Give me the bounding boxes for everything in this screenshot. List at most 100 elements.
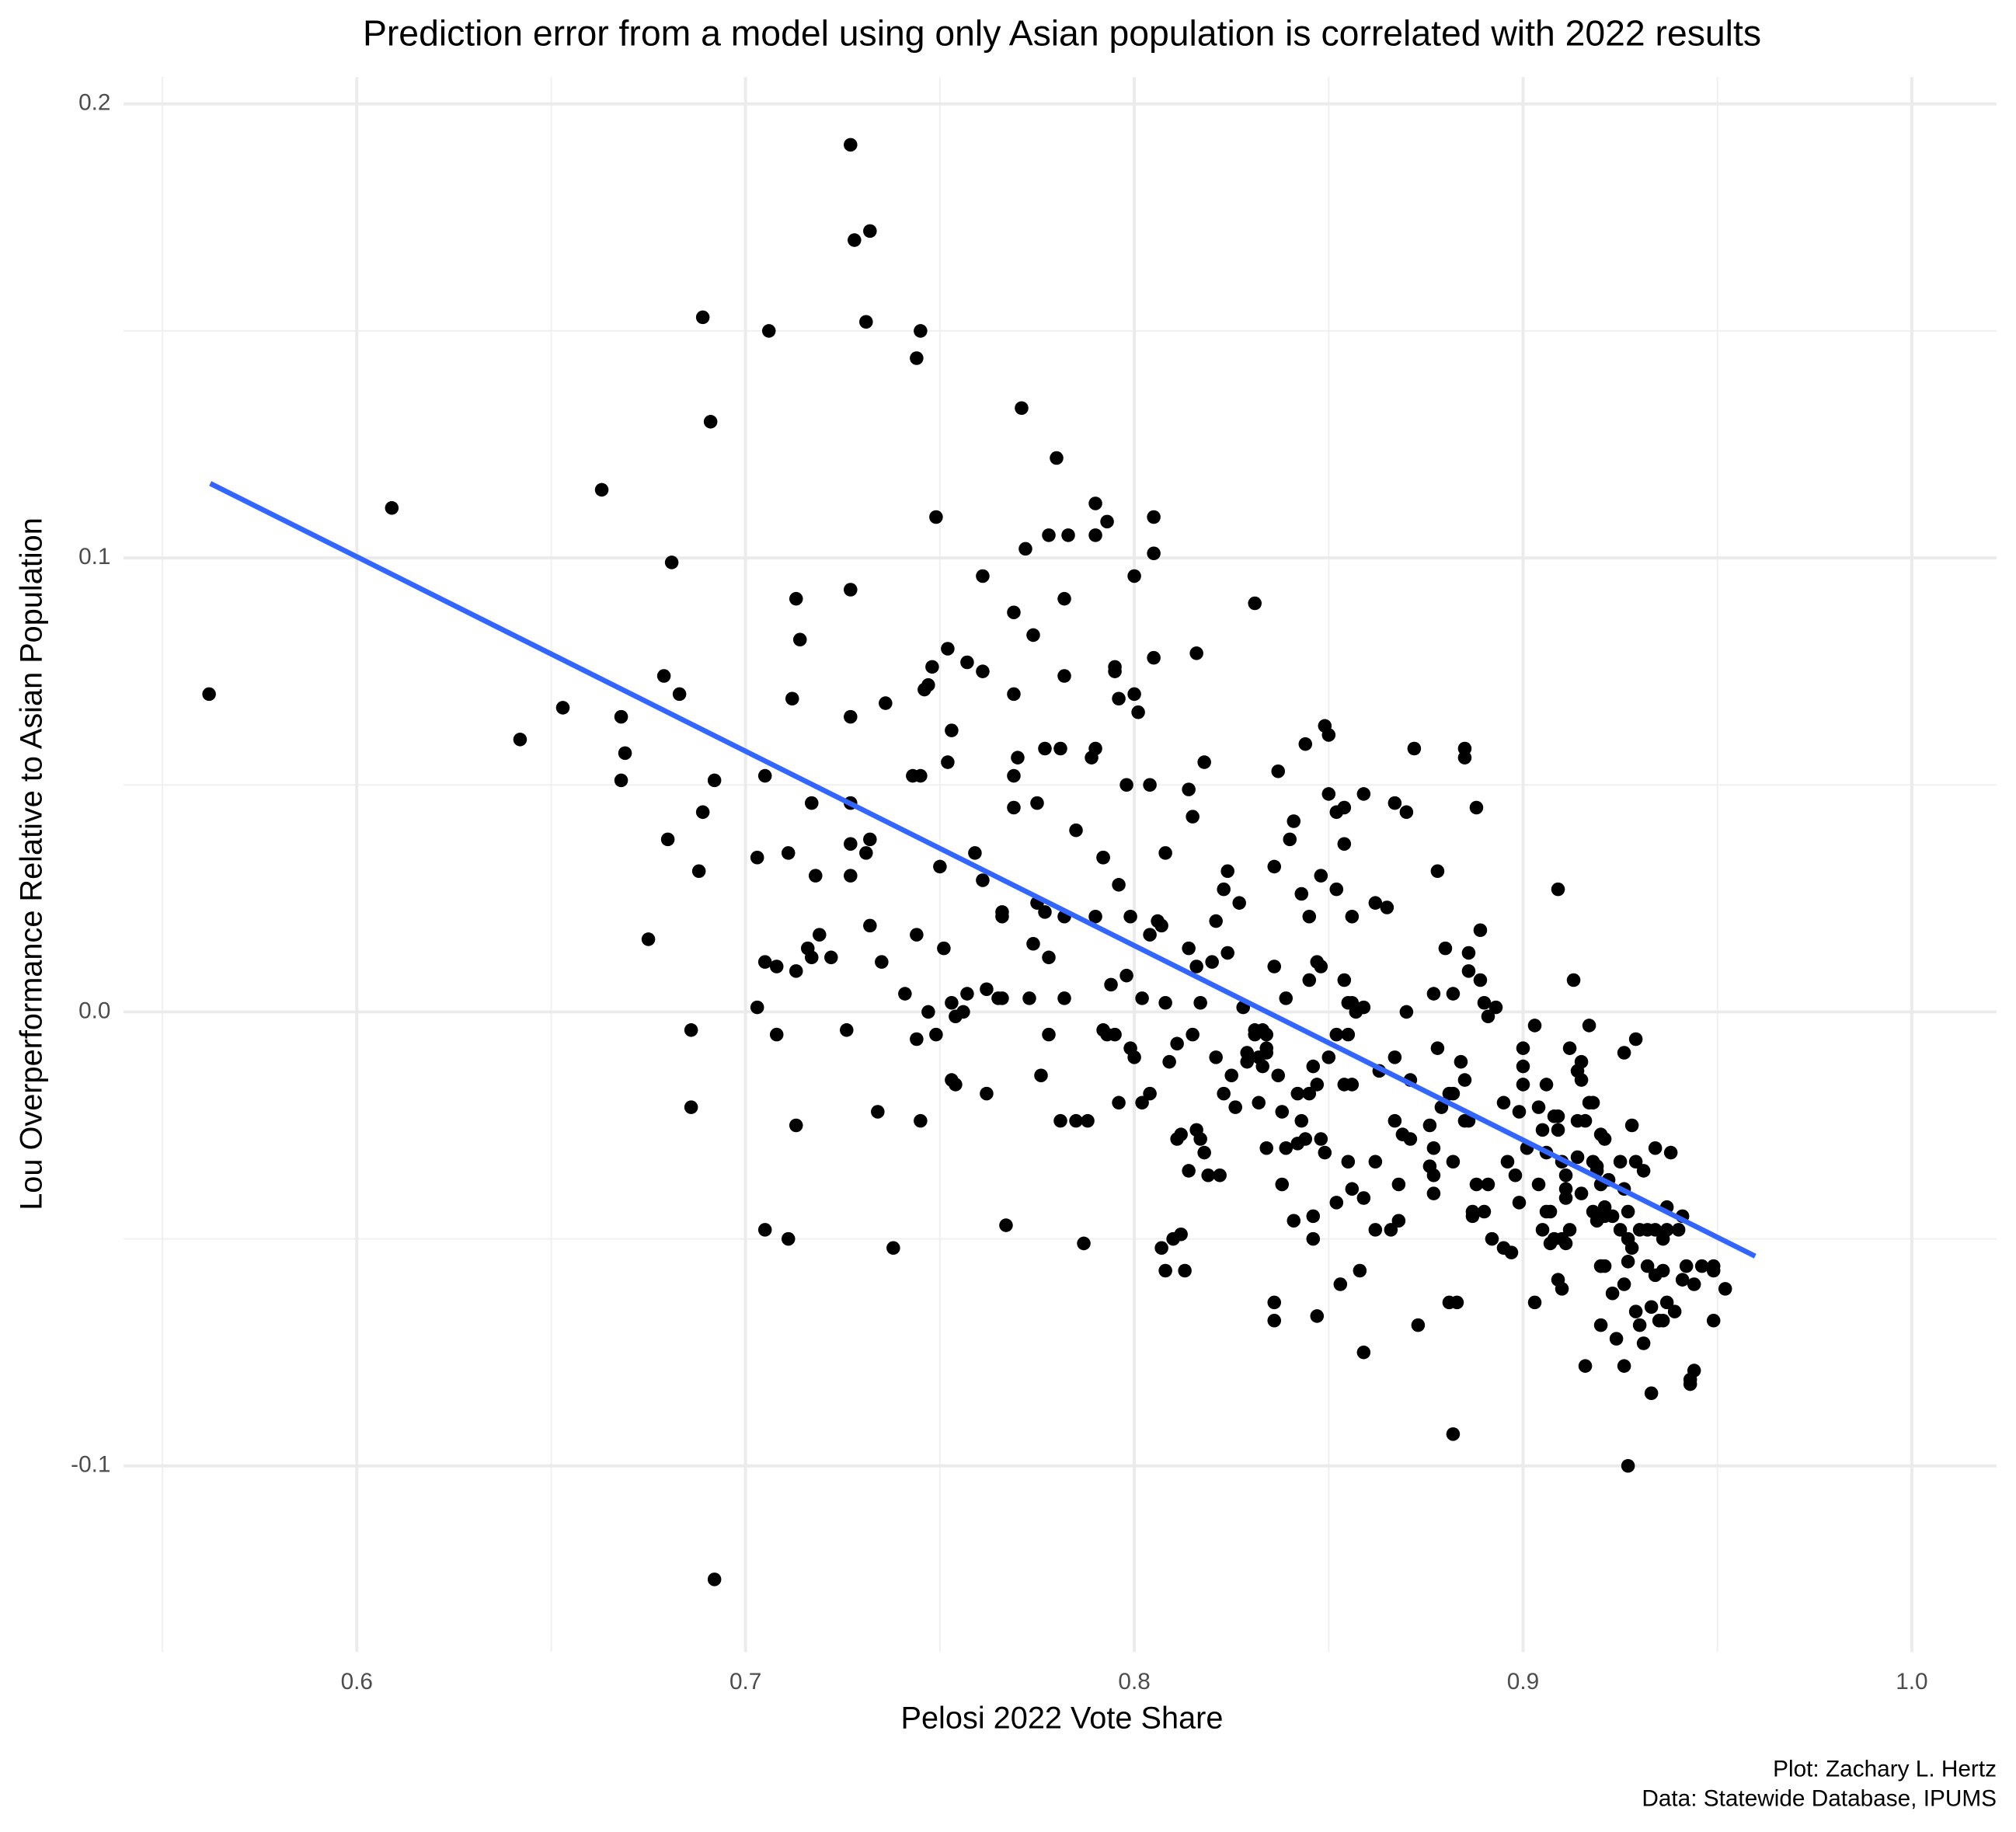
points: [202, 138, 1732, 1586]
point: [1170, 1036, 1184, 1051]
point: [1337, 973, 1352, 987]
point: [1562, 1223, 1577, 1237]
point: [1671, 1223, 1686, 1237]
point: [1314, 869, 1328, 883]
point: [863, 832, 877, 847]
point: [1053, 1113, 1067, 1128]
point: [1434, 1100, 1449, 1114]
point: [1446, 987, 1461, 1001]
point: [1189, 960, 1203, 973]
point: [1426, 987, 1441, 1001]
point: [1042, 1027, 1056, 1042]
point: [1407, 741, 1422, 756]
point: [1108, 664, 1122, 678]
point: [1516, 1078, 1530, 1092]
point: [789, 591, 803, 606]
point: [1558, 1169, 1573, 1182]
point: [1551, 1109, 1565, 1123]
point: [1391, 1177, 1406, 1192]
point: [1461, 1113, 1476, 1128]
point: [910, 1032, 924, 1047]
point: [1147, 546, 1161, 561]
point: [1551, 882, 1565, 897]
point: [513, 733, 528, 747]
point: [1582, 1019, 1596, 1033]
point: [1659, 1223, 1674, 1237]
point: [1628, 1032, 1643, 1047]
point: [1718, 1282, 1732, 1296]
point: [1053, 741, 1067, 756]
point: [1015, 401, 1029, 416]
point: [1112, 1095, 1126, 1110]
point: [1271, 1068, 1286, 1083]
point: [1186, 1027, 1200, 1042]
point: [995, 991, 1009, 1005]
point: [1022, 991, 1036, 1005]
point: [1628, 1304, 1643, 1318]
point: [1174, 1227, 1188, 1242]
point: [1621, 1255, 1635, 1269]
point: [1675, 1273, 1690, 1287]
point: [695, 310, 710, 325]
point: [859, 315, 873, 329]
point: [1182, 1164, 1196, 1178]
point: [1228, 1100, 1242, 1114]
point: [757, 768, 772, 783]
point: [1644, 1386, 1659, 1401]
point: [761, 324, 776, 338]
point: [1209, 1050, 1223, 1064]
point: [808, 869, 823, 883]
y-tick-label: 0.2: [78, 90, 110, 116]
point: [1341, 1027, 1356, 1042]
point: [1613, 1155, 1628, 1169]
point: [1461, 946, 1476, 960]
point: [1438, 941, 1453, 956]
point: [703, 415, 718, 429]
point: [956, 1005, 970, 1019]
point: [1314, 960, 1328, 973]
point: [1473, 923, 1488, 938]
point: [976, 664, 990, 678]
point: [1426, 1186, 1441, 1200]
point: [1057, 591, 1071, 606]
x-tick-label: 0.6: [341, 1669, 373, 1694]
point: [1158, 1263, 1172, 1278]
point: [707, 1573, 722, 1586]
point: [863, 918, 877, 933]
point: [1663, 1145, 1678, 1160]
point: [757, 955, 772, 969]
point: [1617, 1277, 1631, 1291]
point: [1318, 1145, 1332, 1160]
point: [1644, 1300, 1659, 1315]
point: [1659, 1295, 1674, 1310]
point: [1624, 1118, 1639, 1133]
point: [555, 701, 570, 715]
point: [1178, 1263, 1192, 1278]
point: [1127, 1050, 1141, 1064]
point: [1034, 1068, 1048, 1083]
point: [1706, 1263, 1721, 1278]
point: [1446, 1155, 1461, 1169]
point: [1454, 1054, 1468, 1069]
point: [1617, 1046, 1631, 1060]
point: [976, 569, 990, 583]
point: [941, 642, 955, 656]
x-tick-label: 0.8: [1118, 1669, 1150, 1694]
point: [960, 987, 974, 1001]
caption: Data: Statewide Database, IPUMS: [1642, 1785, 1997, 1811]
point: [1283, 832, 1297, 847]
point: [1543, 1204, 1558, 1219]
point: [1077, 1236, 1091, 1251]
point: [1337, 800, 1352, 815]
point: [769, 1027, 784, 1042]
point: [1481, 1177, 1495, 1192]
point: [1232, 896, 1246, 910]
point: [1345, 1182, 1360, 1196]
point: [937, 941, 951, 956]
point: [1255, 1059, 1269, 1074]
point: [1224, 1068, 1238, 1083]
point: [1636, 1336, 1651, 1350]
point: [684, 1023, 698, 1037]
point: [968, 846, 982, 860]
point: [1597, 1259, 1612, 1273]
